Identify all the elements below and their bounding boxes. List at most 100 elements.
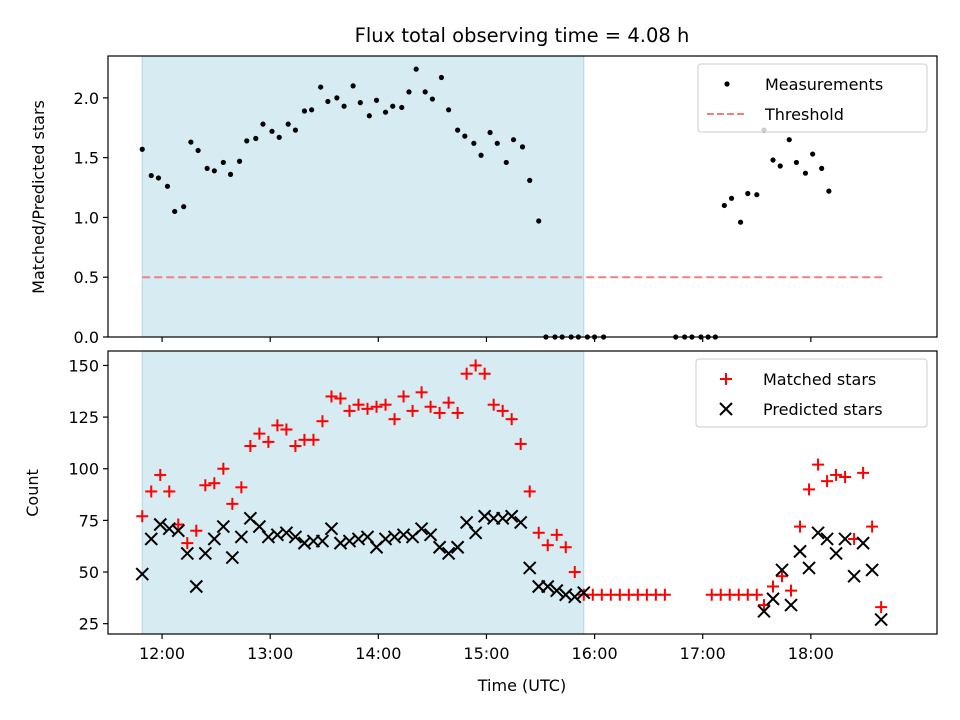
predicted-point-b: [387, 530, 402, 544]
predicted-point: [432, 540, 447, 554]
measurement-point: [148, 172, 154, 179]
matched-point: [415, 386, 428, 399]
measurement-point: [802, 170, 809, 176]
predicted-point-b: [432, 540, 447, 554]
top-y-tick-label: 1.5: [74, 149, 99, 168]
matched-point: [750, 588, 763, 601]
predicted-point: [189, 579, 204, 594]
predicted-point: [423, 528, 438, 542]
predicted-point-b: [459, 515, 474, 530]
matched-point: [839, 471, 852, 484]
predicted-point-b: [495, 511, 510, 526]
measurement-point: [536, 218, 542, 224]
measurement-point: [276, 134, 282, 140]
matched-point: [505, 413, 518, 426]
matched-point: [658, 588, 671, 601]
predicted-point-b: [468, 526, 483, 540]
bottom-x-tick-label: 16:00: [572, 644, 618, 663]
matched-point: [433, 406, 446, 419]
predicted-point: [315, 534, 330, 548]
measurement-point: [220, 159, 226, 166]
predicted-points: [135, 509, 888, 627]
predicted-point-b: [288, 530, 303, 544]
matched-point: [145, 485, 158, 498]
matched-point: [559, 541, 572, 554]
predicted-point-b: [523, 561, 537, 575]
matched-point: [235, 481, 248, 494]
top-x-ticks: [161, 337, 812, 342]
predicted-point-b: [234, 530, 249, 544]
matched-point: [406, 404, 419, 417]
bottom-y-tick-label: 50: [79, 563, 99, 582]
predicted-point: [811, 526, 825, 540]
matched-point: [334, 392, 347, 405]
top-panel: 0.00.51.01.52.0 Matched/Predicted stars …: [29, 55, 938, 347]
predicted-point: [577, 585, 591, 600]
predicted-point-b: [198, 546, 213, 561]
predicted-point: [856, 536, 870, 550]
predicted-point-b: [216, 519, 231, 534]
predicted-point: [216, 519, 231, 534]
top-plot-frame: [107, 55, 938, 338]
predicted-point-b: [784, 598, 798, 612]
measurement-point: [527, 177, 533, 183]
predicted-point-b: [333, 536, 348, 550]
predicted-point: [775, 563, 789, 577]
measurement-point: [155, 175, 162, 181]
legend-matched-marker: [720, 373, 732, 385]
matched-point: [226, 497, 239, 510]
bottom-y-ticks: 25 50 75 100 125 150: [68, 356, 108, 634]
top-highlight-span: [141, 55, 585, 338]
matched-point: [388, 413, 401, 426]
bottom-x-tick-label: 12:00: [139, 644, 185, 663]
matched-point: [181, 537, 194, 550]
predicted-point-b: [360, 530, 375, 544]
predicted-point: [802, 561, 816, 575]
matched-point: [875, 601, 888, 614]
top-legend: Measurements Threshold: [697, 63, 928, 133]
matched-point: [370, 400, 383, 413]
measurement-point: [172, 208, 178, 215]
predicted-point-b: [378, 532, 393, 546]
measurement-point: [366, 113, 372, 119]
measurement-point: [494, 140, 500, 146]
predicted-point: [324, 521, 339, 536]
matched-point: [812, 458, 825, 471]
top-y-tick-label: 0.5: [74, 268, 99, 287]
top-span-rect: [141, 55, 585, 338]
x-axis-label: Time (UTC): [477, 676, 566, 695]
bottom-legend-box: [695, 358, 928, 428]
predicted-point-b: [414, 521, 429, 536]
predicted-point: [225, 550, 240, 565]
bottom-x-ticks: 12:00 13:00 14:00 15:00 16:00 17:00 18:00: [139, 634, 834, 663]
predicted-point-b: [225, 550, 240, 565]
matched-point: [352, 398, 365, 411]
matched-point: [776, 570, 789, 583]
matched-point: [767, 580, 780, 593]
predicted-point: [874, 612, 888, 627]
predicted-point-b: [568, 590, 582, 604]
predicted-point-b: [180, 546, 195, 561]
predicted-point-b: [856, 536, 870, 550]
top-y-tick-label: 2.0: [74, 89, 99, 108]
measurement-point: [244, 138, 250, 144]
top-y-tick-label: 1.0: [74, 208, 99, 227]
top-y-ticks: 0.0 0.5 1.0 1.5 2.0: [74, 89, 108, 347]
matched-point: [136, 510, 149, 523]
predicted-point-b: [541, 579, 555, 594]
measurement-point: [334, 95, 340, 101]
measurement-point: [462, 133, 468, 139]
matched-point: [325, 390, 338, 403]
predicted-point: [793, 544, 807, 559]
matched-point: [280, 423, 293, 436]
matched-point: [460, 367, 473, 380]
predicted-point: [468, 526, 483, 540]
bottom-x-tick-label: 18:00: [788, 644, 834, 663]
matched-point: [244, 440, 257, 453]
predicted-point-b: [577, 585, 591, 600]
matched-point: [794, 520, 807, 533]
predicted-point: [207, 532, 222, 546]
matched-point: [803, 483, 816, 496]
predicted-point: [144, 532, 158, 546]
predicted-point-b: [874, 612, 888, 627]
